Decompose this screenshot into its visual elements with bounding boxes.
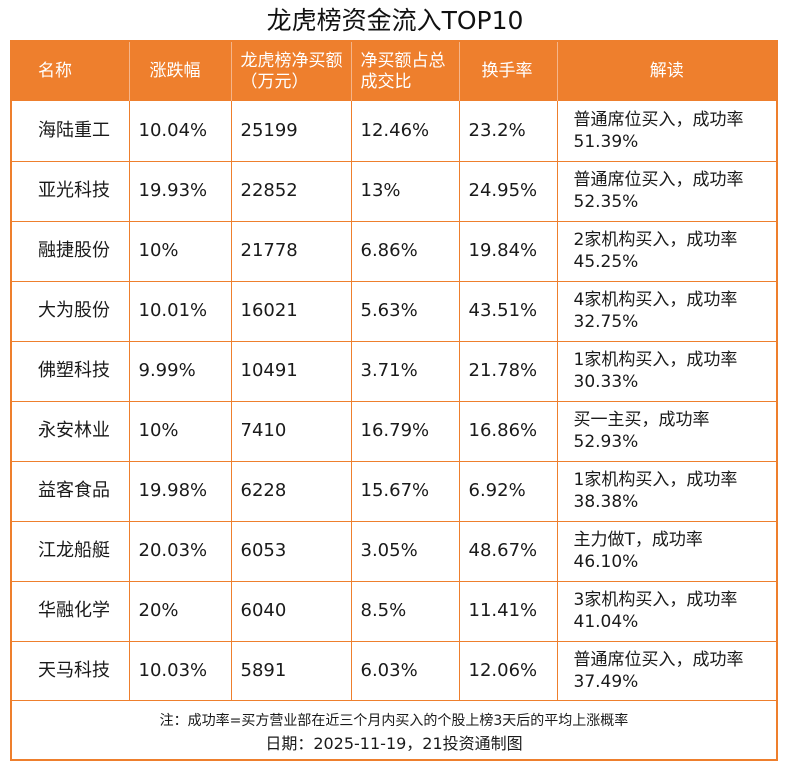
page-title: 龙虎榜资金流入TOP10 (266, 6, 524, 35)
cell-name: 融捷股份 (12, 220, 129, 281)
table-row: 大为股份 10.01% 16021 5.63% 43.51% 4家机构买入，成功… (12, 280, 776, 341)
cell-net-buy: 21778 (230, 220, 351, 281)
cell-interpret: 4家机构买入，成功率32.75% (556, 280, 776, 341)
cell-change: 9.99% (128, 340, 231, 401)
cell-interpret: 1家机构买入，成功率30.33% (556, 340, 776, 401)
column-header-change: 涨跌幅 (128, 42, 231, 101)
cell-turnover: 6.92% (458, 460, 557, 521)
cell-interpret: 普通席位买入，成功率51.39% (556, 101, 776, 161)
table-row: 永安林业 10% 7410 16.79% 16.86% 买一主买，成功率52.9… (12, 400, 776, 461)
cell-interpret: 1家机构买入，成功率38.38% (556, 460, 776, 521)
cell-change: 10% (128, 400, 231, 461)
cell-name: 益客食品 (12, 460, 129, 521)
cell-turnover: 19.84% (458, 220, 557, 281)
cell-turnover: 11.41% (458, 580, 557, 641)
cell-turnover: 43.51% (458, 280, 557, 341)
cell-change: 10.03% (128, 640, 231, 701)
cell-interpret: 普通席位买入，成功率37.49% (556, 640, 776, 701)
cell-net-buy: 16021 (230, 280, 351, 341)
cell-net-buy: 6040 (230, 580, 351, 641)
cell-turnover: 12.06% (458, 640, 557, 701)
column-header-interpret: 解读 (556, 42, 776, 101)
column-header-net-buy: 龙虎榜净买额（万元） (230, 42, 351, 101)
cell-net-buy: 10491 (230, 340, 351, 401)
cell-turnover: 48.67% (458, 520, 557, 581)
cell-name: 天马科技 (12, 640, 129, 701)
table-header-row: 名称 涨跌幅 龙虎榜净买额（万元） 净买额占总成交比 换手率 解读 (12, 42, 776, 101)
table-row: 亚光科技 19.93% 22852 13% 24.95% 普通席位买入，成功率5… (12, 160, 776, 221)
cell-ratio: 6.03% (350, 640, 459, 701)
cell-net-buy: 6228 (230, 460, 351, 521)
cell-name: 佛塑科技 (12, 340, 129, 401)
cell-name: 亚光科技 (12, 160, 129, 221)
table-frame: 名称 涨跌幅 龙虎榜净买额（万元） 净买额占总成交比 换手率 解读 海陆重工 1… (10, 40, 778, 761)
table-row: 天马科技 10.03% 5891 6.03% 12.06% 普通席位买入，成功率… (12, 640, 776, 701)
fund-inflow-table: 名称 涨跌幅 龙虎榜净买额（万元） 净买额占总成交比 换手率 解读 海陆重工 1… (12, 42, 776, 701)
cell-ratio: 16.79% (350, 400, 459, 461)
cell-ratio: 13% (350, 160, 459, 221)
table-row: 江龙船艇 20.03% 6053 3.05% 48.67% 主力做T，成功率46… (12, 520, 776, 581)
cell-ratio: 15.67% (350, 460, 459, 521)
column-header-name: 名称 (12, 42, 129, 101)
table-row: 华融化学 20% 6040 8.5% 11.41% 3家机构买入，成功率41.0… (12, 580, 776, 641)
cell-change: 19.93% (128, 160, 231, 221)
cell-net-buy: 5891 (230, 640, 351, 701)
cell-ratio: 5.63% (350, 280, 459, 341)
footnote: 注：成功率=买方营业部在近三个月内买入的个股上榜3天后的平均上涨概率 (159, 713, 629, 729)
column-header-turnover: 换手率 (458, 42, 557, 101)
table-row: 海陆重工 10.04% 25199 12.46% 23.2% 普通席位买入，成功… (12, 101, 776, 161)
cell-net-buy: 25199 (230, 101, 351, 161)
cell-change: 10.04% (128, 101, 231, 161)
cell-change: 10% (128, 220, 231, 281)
cell-ratio: 8.5% (350, 580, 459, 641)
cell-change: 19.98% (128, 460, 231, 521)
cell-interpret: 主力做T，成功率46.10% (556, 520, 776, 581)
cell-name: 永安林业 (12, 400, 129, 461)
cell-interpret: 3家机构买入，成功率41.04% (556, 580, 776, 641)
cell-interpret: 2家机构买入，成功率45.25% (556, 220, 776, 281)
cell-change: 20% (128, 580, 231, 641)
cell-interpret: 买一主买，成功率52.93% (556, 400, 776, 461)
cell-ratio: 6.86% (350, 220, 459, 281)
cell-net-buy: 7410 (230, 400, 351, 461)
cell-turnover: 24.95% (458, 160, 557, 221)
cell-name: 华融化学 (12, 580, 129, 641)
cell-net-buy: 22852 (230, 160, 351, 221)
cell-name: 大为股份 (12, 280, 129, 341)
cell-net-buy: 6053 (230, 520, 351, 581)
table-row: 融捷股份 10% 21778 6.86% 19.84% 2家机构买入，成功率45… (12, 220, 776, 281)
cell-ratio: 3.05% (350, 520, 459, 581)
cell-interpret: 普通席位买入，成功率52.35% (556, 160, 776, 221)
cell-ratio: 12.46% (350, 101, 459, 161)
table-row: 益客食品 19.98% 6228 15.67% 6.92% 1家机构买入，成功率… (12, 460, 776, 521)
cell-change: 10.01% (128, 280, 231, 341)
cell-ratio: 3.71% (350, 340, 459, 401)
cell-turnover: 23.2% (458, 101, 557, 161)
cell-change: 20.03% (128, 520, 231, 581)
column-header-ratio: 净买额占总成交比 (350, 42, 459, 101)
cell-turnover: 16.86% (458, 400, 557, 461)
date-source-line: 日期：2025-11-19，21投资通制图 (265, 734, 523, 753)
cell-turnover: 21.78% (458, 340, 557, 401)
cell-name: 江龙船艇 (12, 520, 129, 581)
cell-name: 海陆重工 (38, 119, 110, 141)
table-footer: 注：成功率=买方营业部在近三个月内买入的个股上榜3天后的平均上涨概率 日期：20… (12, 700, 776, 755)
table-row: 佛塑科技 9.99% 10491 3.71% 21.78% 1家机构买入，成功率… (12, 340, 776, 401)
